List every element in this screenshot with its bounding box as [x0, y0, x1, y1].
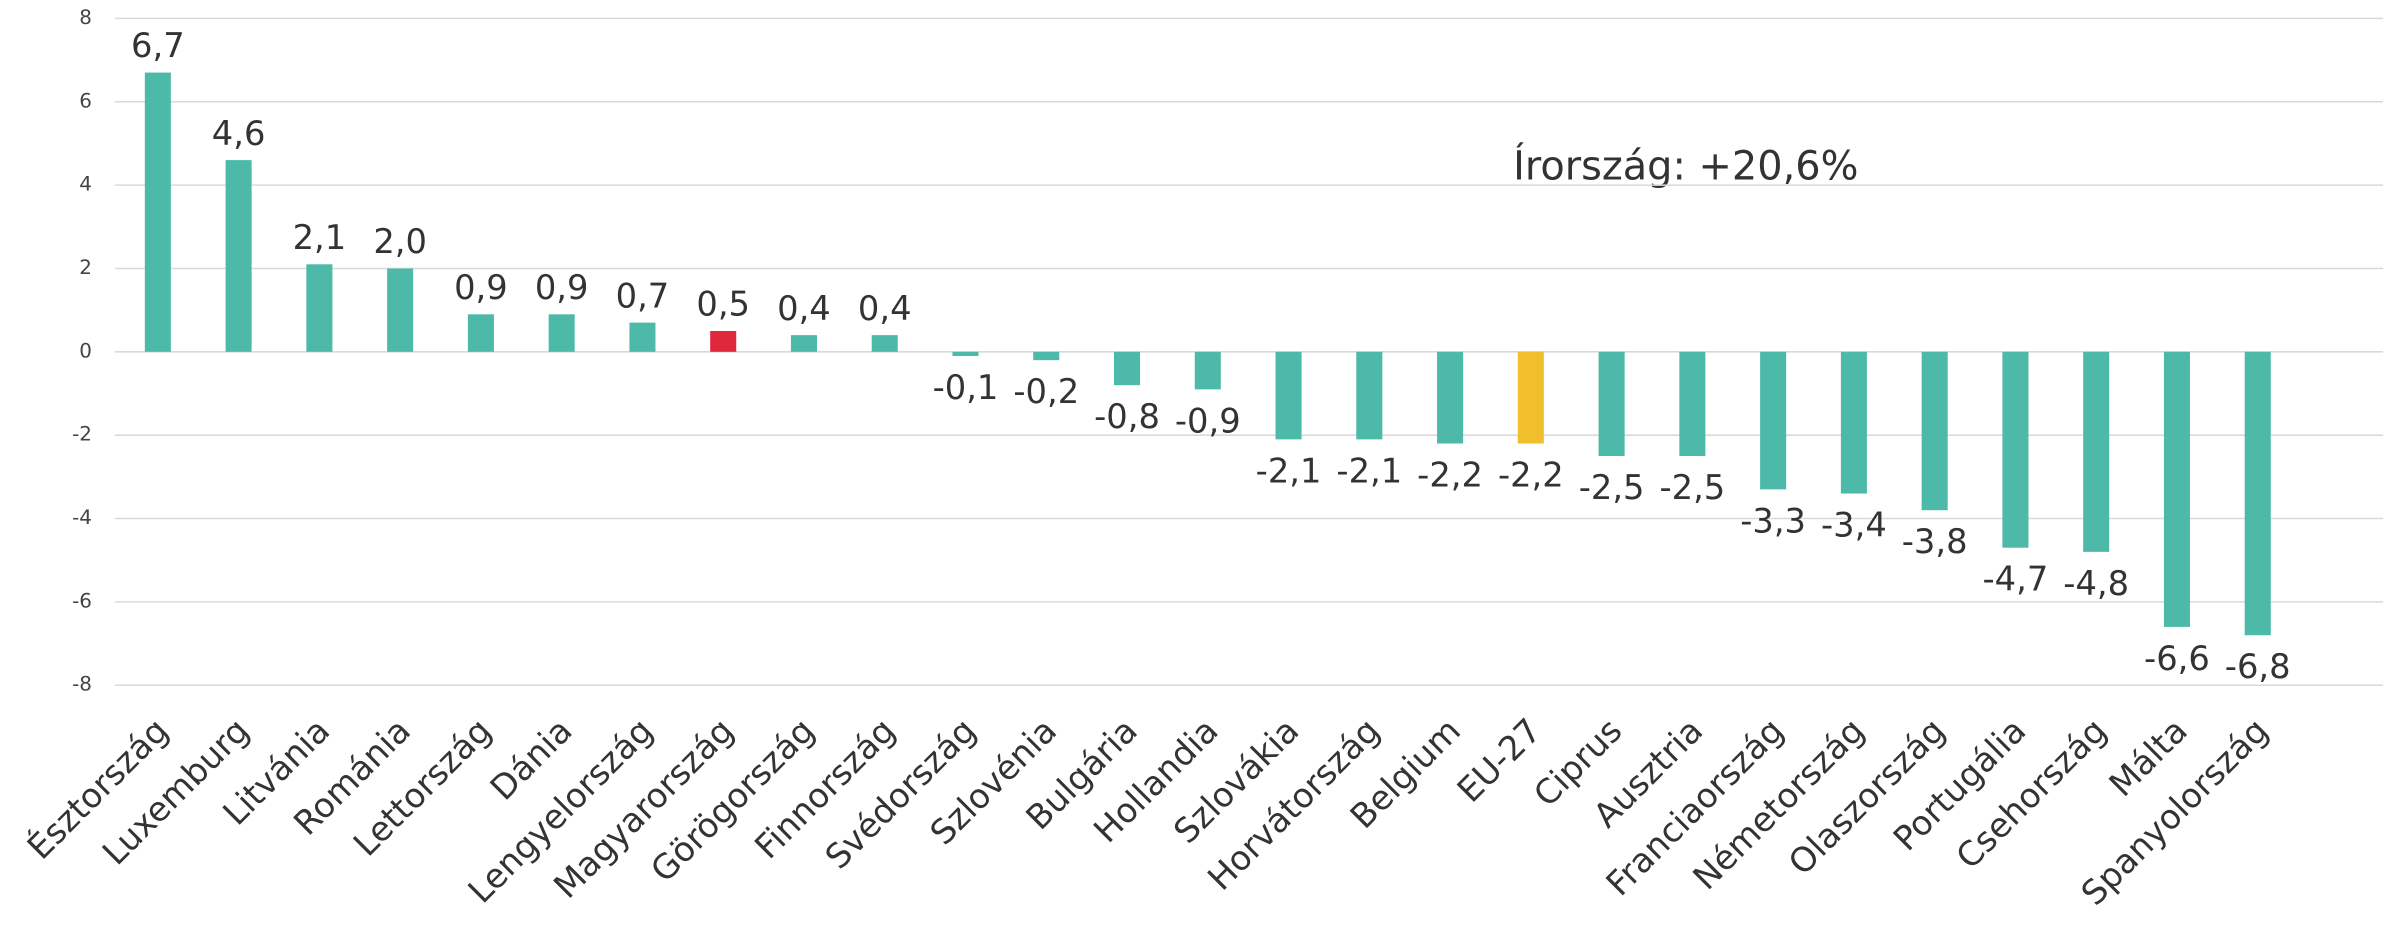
bar — [2083, 351, 2110, 552]
bar — [710, 330, 737, 352]
bar — [1598, 351, 1625, 457]
bar — [952, 351, 979, 356]
data-label: -4,8 — [2063, 564, 2129, 603]
bar — [629, 322, 656, 352]
data-label: -0,8 — [1094, 397, 1160, 436]
data-label: -0,2 — [1013, 372, 1079, 411]
data-label: -2,1 — [1256, 451, 1322, 490]
data-label: -2,2 — [1498, 455, 1564, 494]
data-label: 0,7 — [616, 276, 670, 315]
bar — [548, 314, 575, 352]
bar — [790, 335, 817, 352]
y-tick-label: 8 — [79, 6, 92, 29]
data-label: 0,4 — [858, 289, 912, 328]
data-label: -2,5 — [1659, 468, 1725, 507]
data-label: -2,1 — [1336, 451, 1402, 490]
y-tick-label: -8 — [72, 673, 92, 696]
bar — [1679, 351, 1706, 457]
data-label: 0,9 — [535, 268, 589, 307]
data-label: -4,7 — [1983, 560, 2049, 599]
data-label: -6,6 — [2144, 639, 2210, 678]
y-tick-label: -4 — [72, 506, 92, 529]
data-label: 2,0 — [373, 222, 427, 261]
bar — [144, 72, 171, 352]
data-label: -6,8 — [2225, 647, 2291, 686]
bar — [1033, 351, 1060, 361]
bar — [1760, 351, 1787, 490]
bar — [1921, 351, 1948, 511]
data-label: 0,4 — [777, 289, 831, 328]
data-label: -2,5 — [1579, 468, 1645, 507]
bar — [1275, 351, 1302, 440]
bar — [1194, 351, 1221, 390]
data-label: -2,2 — [1417, 455, 1483, 494]
bar — [225, 160, 252, 352]
data-label: 0,9 — [454, 268, 508, 307]
bar — [2163, 351, 2190, 627]
data-label: -3,4 — [1821, 505, 1887, 544]
bar — [1356, 351, 1383, 440]
bar — [387, 268, 414, 352]
y-tick-label: -6 — [72, 589, 92, 612]
data-label: 4,6 — [212, 114, 266, 153]
y-tick-label: 2 — [79, 256, 92, 279]
bar — [871, 335, 898, 352]
bar — [1840, 351, 1867, 494]
data-label: -3,3 — [1740, 501, 1806, 540]
bar — [306, 264, 333, 352]
data-label: 0,5 — [696, 285, 750, 324]
data-label: -3,8 — [1902, 522, 1968, 561]
bar — [467, 314, 494, 352]
y-tick-label: 4 — [79, 173, 92, 196]
bar — [1517, 351, 1544, 444]
y-tick-label: -2 — [72, 423, 92, 446]
data-label: 6,7 — [131, 26, 185, 65]
data-label: -0,1 — [933, 368, 999, 407]
data-label: -0,9 — [1175, 401, 1241, 440]
data-label: 2,1 — [293, 218, 347, 257]
y-tick-label: 6 — [79, 89, 92, 112]
annotation: Írország: +20,6% — [1513, 142, 1858, 189]
bar — [2244, 351, 2271, 636]
bar — [1437, 351, 1464, 444]
bar — [1113, 351, 1141, 386]
y-tick-label: 0 — [79, 339, 92, 362]
bar — [2002, 351, 2029, 548]
